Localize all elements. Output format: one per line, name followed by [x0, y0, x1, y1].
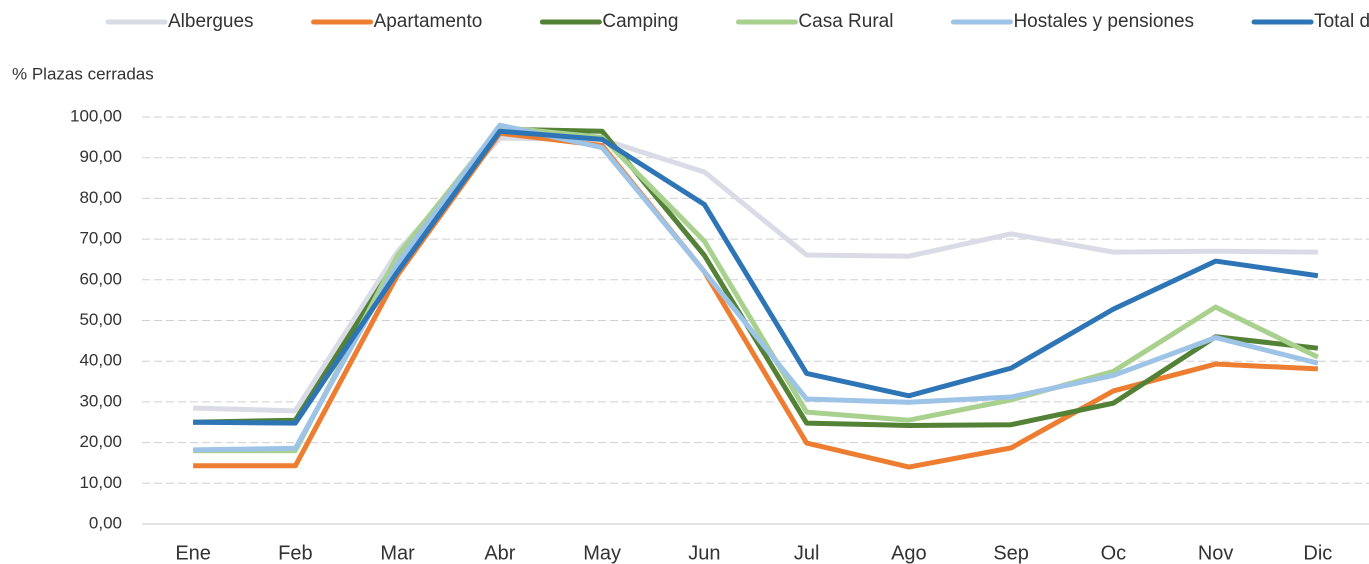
- y-tick-label: 100,00: [70, 106, 122, 125]
- series-line: [193, 124, 1319, 454]
- legend-label: Hostales y pensiones: [1013, 11, 1194, 32]
- y-tick-label: 20,00: [79, 432, 122, 451]
- legend-label: Total de hoteles: [1314, 11, 1369, 32]
- series-line: [193, 126, 1319, 429]
- x-tick-label: Abr: [484, 542, 515, 564]
- y-tick-label: 90,00: [79, 147, 122, 166]
- y-tick-label: 30,00: [79, 391, 122, 410]
- y-tick-label: 40,00: [79, 351, 122, 370]
- y-tick-label: 10,00: [79, 473, 122, 492]
- series-line: [193, 135, 1318, 414]
- x-tick-label: Nov: [1198, 542, 1234, 564]
- x-tick-label: Feb: [278, 542, 312, 564]
- y-tick-label: 70,00: [79, 229, 122, 248]
- y-tick-label: 0,00: [89, 513, 122, 532]
- legend-label: Camping: [602, 11, 678, 32]
- y-tick-label: 60,00: [79, 269, 122, 288]
- x-tick-label: Ago: [891, 542, 927, 564]
- x-tick-label: Oc: [1101, 542, 1127, 564]
- x-tick-label: Jun: [688, 542, 720, 564]
- legend-label: Casa Rural: [798, 11, 893, 32]
- x-tick-label: Dic: [1303, 542, 1332, 564]
- x-tick-label: Jul: [794, 542, 820, 564]
- x-tick-label: Ene: [175, 542, 211, 564]
- x-tick-label: Mar: [380, 542, 415, 564]
- y-axis-label: % Plazas cerradas: [12, 64, 154, 83]
- x-tick-label: Sep: [993, 542, 1029, 564]
- x-tick-label: May: [583, 542, 621, 564]
- series-line: [193, 130, 1318, 470]
- series-line: [193, 128, 1319, 426]
- legend-label: Apartamento: [374, 11, 483, 32]
- legend-label: Albergues: [168, 11, 254, 32]
- y-tick-label: 80,00: [79, 188, 122, 207]
- y-tick-label: 50,00: [79, 310, 122, 329]
